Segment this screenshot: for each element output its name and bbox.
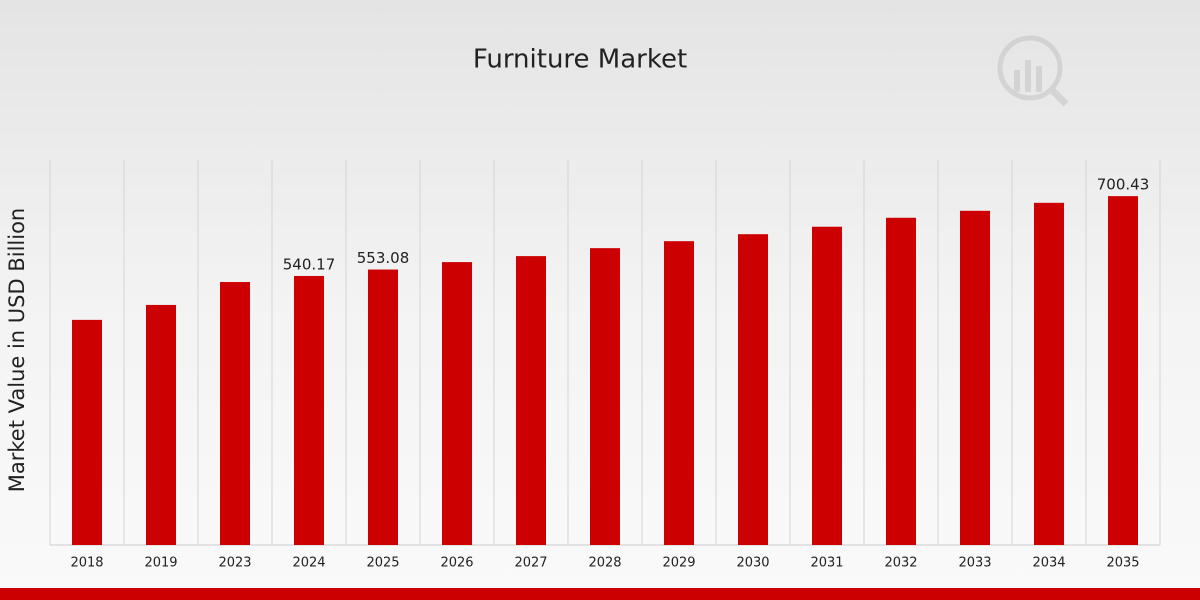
bar — [1034, 202, 1064, 545]
y-axis-label: Market Value in USD Billion — [5, 208, 29, 492]
x-tick-label: 2031 — [810, 556, 843, 571]
bar — [442, 262, 472, 545]
bar — [886, 217, 916, 545]
value-label: 553.08 — [357, 249, 410, 267]
x-tick-label: 2034 — [1032, 556, 1065, 571]
value-label: 540.17 — [283, 255, 336, 273]
bar — [812, 226, 842, 545]
bar — [960, 210, 990, 545]
bar — [664, 241, 694, 545]
chart-title: Furniture Market — [473, 45, 687, 75]
bar — [590, 248, 620, 545]
x-tick-label: 2019 — [144, 556, 177, 571]
x-tick-label: 2018 — [70, 556, 103, 571]
x-tick-label: 2025 — [366, 556, 399, 571]
x-tick-label: 2023 — [218, 556, 251, 571]
bar — [294, 275, 324, 545]
logo — [997, 35, 1069, 107]
x-tick-label: 2024 — [292, 556, 325, 571]
bar — [146, 304, 176, 545]
bar — [368, 269, 398, 545]
x-tick-label: 2029 — [662, 556, 695, 571]
bar — [738, 234, 768, 545]
bar — [220, 282, 250, 545]
x-tick-label: 2027 — [514, 556, 547, 571]
x-tick-label: 2033 — [958, 556, 991, 571]
footer-strip — [0, 588, 1200, 600]
x-tick-label: 2035 — [1106, 556, 1139, 571]
x-tick-label: 2032 — [884, 556, 917, 571]
x-tick-label: 2026 — [440, 556, 473, 571]
value-label: 700.43 — [1097, 176, 1150, 194]
bar — [516, 256, 546, 545]
bar — [1108, 196, 1138, 546]
x-tick-label: 2028 — [588, 556, 621, 571]
x-tick-label: 2030 — [736, 556, 769, 571]
bar — [72, 319, 102, 545]
